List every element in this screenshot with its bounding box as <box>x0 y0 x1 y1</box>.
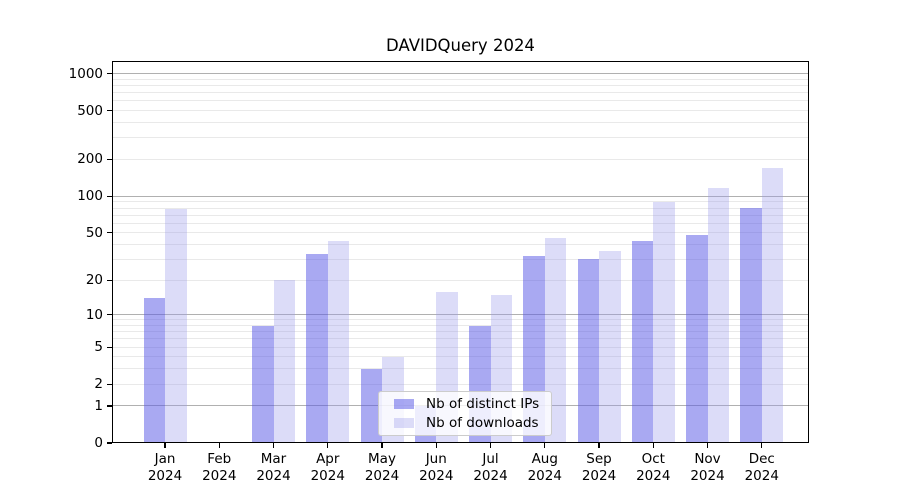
gridline-minor <box>112 158 809 160</box>
bar-downloads <box>707 187 729 443</box>
y-axis-tick-label: 1 <box>94 397 103 414</box>
bar-distinct-ips <box>577 259 599 443</box>
gridline-minor <box>112 207 809 209</box>
y-axis-tick-label: 50 <box>85 224 103 241</box>
x-axis-tick-label: Oct 2024 <box>636 451 671 484</box>
x-axis-tick <box>435 443 437 448</box>
legend-swatch-distinct-ips <box>394 399 414 409</box>
x-axis-tick <box>164 443 166 448</box>
gridline-major <box>112 73 809 75</box>
legend-swatch-downloads <box>394 418 414 428</box>
gridline-major <box>112 195 809 197</box>
y-axis-tick <box>107 279 112 281</box>
gridline-minor <box>112 356 809 358</box>
y-axis-tick-label: 1000 <box>68 65 103 82</box>
legend-label-downloads: Nb of downloads <box>426 414 539 431</box>
x-axis-tick <box>489 443 492 448</box>
bar-downloads <box>165 209 187 443</box>
x-axis-tick-label: Dec 2024 <box>744 451 779 484</box>
y-axis-tick-label: 0 <box>94 435 103 451</box>
gridline-minor <box>112 279 809 281</box>
x-axis-tick-label: Mar 2024 <box>256 451 291 484</box>
y-axis-tick <box>107 73 112 75</box>
x-axis-tick <box>761 443 763 448</box>
bar-downloads <box>653 202 675 443</box>
x-axis-tick-label: Jan 2024 <box>147 451 183 484</box>
gridline-minor <box>112 100 809 102</box>
bar-distinct-ips <box>686 234 708 443</box>
plot-area <box>112 61 809 443</box>
gridline-minor <box>112 110 809 112</box>
x-axis-tick-label: Feb 2024 <box>202 451 237 484</box>
bar-distinct-ips <box>306 254 328 443</box>
x-axis-tick <box>272 443 275 448</box>
x-axis-tick <box>544 443 546 448</box>
gridline-minor <box>112 137 809 139</box>
gridline-minor <box>112 222 809 224</box>
x-axis-tick <box>598 443 600 448</box>
y-axis-tick <box>107 314 112 316</box>
y-axis-tick <box>107 346 112 348</box>
x-axis-tick-label: Jun 2024 <box>419 451 454 484</box>
gridline-minor <box>112 325 809 327</box>
legend-item-downloads: Nb of downloads <box>394 414 551 433</box>
bar-downloads <box>327 240 350 443</box>
y-axis-tick <box>107 383 112 385</box>
bar-downloads <box>599 251 621 443</box>
gridline-minor <box>112 258 809 260</box>
y-axis-tick-label: 500 <box>77 102 103 119</box>
bar-distinct-ips <box>360 368 382 443</box>
y-axis-tick <box>107 405 112 407</box>
gridline-minor <box>112 232 809 234</box>
y-axis-tick <box>107 110 112 112</box>
y-axis-tick <box>107 442 112 444</box>
y-axis-tick-label: 200 <box>77 151 103 168</box>
y-axis-tick <box>107 232 112 234</box>
bar-downloads <box>761 168 784 443</box>
x-axis-tick <box>706 443 709 448</box>
gridline-minor <box>112 92 809 94</box>
gridline-major <box>112 314 809 316</box>
bar-distinct-ips <box>143 298 165 443</box>
x-axis-tick <box>652 443 654 448</box>
x-axis-tick <box>381 443 383 448</box>
gridline-minor <box>112 214 809 216</box>
x-axis-tick <box>218 443 220 448</box>
bar-distinct-ips <box>252 325 274 443</box>
gridline-minor <box>112 368 809 370</box>
y-axis-tick-label: 10 <box>85 306 103 323</box>
bar-distinct-ips <box>740 208 762 443</box>
x-axis-tick <box>327 443 329 448</box>
gridline-minor <box>112 346 809 348</box>
x-axis-tick-label: Aug 2024 <box>527 451 562 484</box>
gridline-minor <box>112 331 809 333</box>
legend-label-distinct-ips: Nb of distinct IPs <box>426 395 540 412</box>
bar-downloads <box>273 280 295 443</box>
chart-title: DAVIDQuery 2024 <box>386 36 535 55</box>
bar-distinct-ips <box>631 240 654 443</box>
legend-item-distinct-ips: Nb of distinct IPs <box>394 395 551 414</box>
x-axis-tick-label: Nov 2024 <box>690 451 725 484</box>
x-axis-tick-label: May 2024 <box>364 451 400 484</box>
gridline-minor <box>112 85 809 87</box>
gridline-minor <box>112 383 809 385</box>
gridline-minor <box>112 201 809 203</box>
gridline-minor <box>112 338 809 340</box>
x-axis-tick-label: Sep 2024 <box>581 451 617 484</box>
y-axis-tick-label: 20 <box>85 272 103 289</box>
y-axis-tick-label: 5 <box>94 339 103 356</box>
y-axis-tick <box>107 158 112 161</box>
x-axis-tick-label: Jul 2024 <box>473 451 508 484</box>
y-axis-tick-label: 100 <box>77 188 103 205</box>
gridline-minor <box>112 122 809 124</box>
gridline-minor <box>112 78 809 80</box>
x-axis-tick-label: Apr 2024 <box>310 451 345 484</box>
gridline-minor <box>112 319 809 321</box>
legend: Nb of distinct IPs Nb of downloads <box>378 391 552 436</box>
y-axis-tick <box>107 195 112 197</box>
gridline-minor <box>112 243 809 245</box>
y-axis-tick-label: 2 <box>94 376 103 393</box>
